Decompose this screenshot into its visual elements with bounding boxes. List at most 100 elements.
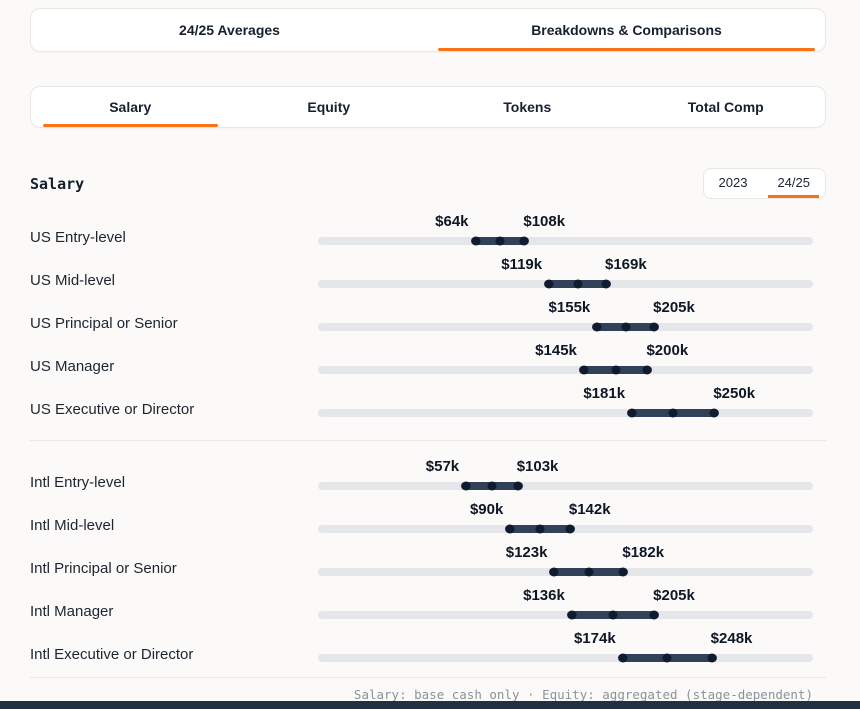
range-end-dot xyxy=(519,236,529,246)
salary-row: Intl Entry-level $57k $103k xyxy=(30,456,826,499)
range-start-dot xyxy=(549,567,559,577)
year-2023-label: 2023 xyxy=(718,175,748,190)
bar-range xyxy=(505,524,575,534)
min-value-label: $90k xyxy=(469,501,504,518)
tab-averages-label: 24/25 Averages xyxy=(179,22,280,38)
min-value-label: $123k xyxy=(505,544,548,561)
range-bar: $57k $103k xyxy=(318,456,813,499)
range-mid-dot xyxy=(668,408,678,418)
max-value-label: $248k xyxy=(710,630,753,647)
bar-range xyxy=(470,236,530,246)
year-2023-button[interactable]: 2023 xyxy=(704,169,763,198)
range-start-dot xyxy=(627,408,637,418)
min-value-label: $145k xyxy=(535,342,577,359)
row-label: Intl Entry-level xyxy=(30,474,126,491)
page-bottom-bar xyxy=(0,701,860,709)
tab-tokens[interactable]: Tokens xyxy=(428,87,627,127)
bar-range xyxy=(578,365,653,375)
row-label: Intl Executive or Director xyxy=(30,646,194,663)
row-label: US Entry-level xyxy=(30,229,126,246)
range-end-dot xyxy=(649,322,659,332)
range-bar: $119k $169k xyxy=(318,254,813,297)
max-value-label: $200k xyxy=(646,342,689,359)
min-value-label: $57k xyxy=(425,458,460,475)
min-value-label: $64k xyxy=(435,213,469,230)
range-start-dot xyxy=(567,610,577,620)
view-tabbar: 24/25 Averages Breakdowns & Comparisons xyxy=(30,8,826,52)
bar-track xyxy=(318,654,813,662)
range-end-dot xyxy=(709,408,719,418)
row-label: Intl Principal or Senior xyxy=(30,560,177,577)
tab-total-comp-label: Total Comp xyxy=(687,99,764,115)
tab-averages[interactable]: 24/25 Averages xyxy=(31,9,428,51)
active-year-underline xyxy=(768,195,819,198)
range-mid-dot xyxy=(584,567,594,577)
max-value-label: $169k xyxy=(604,256,647,273)
range-mid-dot xyxy=(662,653,672,663)
min-value-label: $181k xyxy=(583,385,626,402)
bar-range xyxy=(549,567,629,577)
max-value-label: $205k xyxy=(653,299,695,316)
salary-row: US Principal or Senior $155k $205k xyxy=(30,297,826,340)
year-2425-button[interactable]: 24/25 xyxy=(762,169,825,198)
year-toggle: 2023 24/25 xyxy=(702,168,826,199)
tab-equity[interactable]: Equity xyxy=(230,87,429,127)
max-value-label: $205k xyxy=(653,587,695,604)
range-bar: $145k $200k xyxy=(318,340,813,383)
salary-row: US Entry-level $64k $108k xyxy=(30,211,826,254)
tab-total-comp[interactable]: Total Comp xyxy=(627,87,826,127)
bar-range xyxy=(461,481,523,491)
bar-range xyxy=(544,279,611,289)
row-label: US Mid-level xyxy=(30,272,116,289)
tab-equity-label: Equity xyxy=(307,99,351,115)
range-bar: $155k $205k xyxy=(318,297,813,340)
salary-row: Intl Executive or Director $174k $248k xyxy=(30,628,826,671)
tab-breakdowns-comparisons[interactable]: Breakdowns & Comparisons xyxy=(428,9,825,51)
bar-range xyxy=(592,322,660,332)
max-value-label: $250k xyxy=(713,385,756,402)
footnote: Salary: base cash only · Equity: aggrega… xyxy=(30,677,826,702)
range-bar: $174k $248k xyxy=(318,628,813,671)
max-value-label: $103k xyxy=(516,458,559,475)
max-value-label: $182k xyxy=(622,544,665,561)
bar-track xyxy=(318,482,813,490)
range-mid-dot xyxy=(535,524,545,534)
bar-range xyxy=(566,610,660,620)
salary-row: US Mid-level $119k $169k xyxy=(30,254,826,297)
range-bar: $90k $142k xyxy=(318,499,813,542)
bar-range xyxy=(627,408,720,418)
salary-row: Intl Manager $136k $205k xyxy=(30,585,826,628)
range-mid-dot xyxy=(621,322,631,332)
salary-chart: US Entry-level $64k $108k US Mid-level $… xyxy=(30,211,826,671)
section-title: Salary xyxy=(30,174,85,193)
range-mid-dot xyxy=(487,481,497,491)
range-end-dot xyxy=(642,365,652,375)
range-end-dot xyxy=(565,524,575,534)
max-value-label: $108k xyxy=(523,213,566,230)
range-mid-dot xyxy=(611,365,621,375)
range-end-dot xyxy=(601,279,611,289)
min-value-label: $174k xyxy=(573,630,616,647)
section-header: Salary 2023 24/25 xyxy=(30,168,826,199)
year-2425-label: 24/25 xyxy=(777,175,810,190)
tab-tokens-label: Tokens xyxy=(503,99,552,115)
row-label: Intl Manager xyxy=(30,603,114,620)
range-start-dot xyxy=(592,322,602,332)
salary-row: US Executive or Director $181k $250k xyxy=(30,383,826,426)
range-mid-dot xyxy=(573,279,583,289)
bar-range xyxy=(617,653,717,663)
min-value-label: $155k xyxy=(548,299,591,316)
tab-salary[interactable]: Salary xyxy=(31,87,230,127)
active-tab-underline xyxy=(43,124,218,127)
range-end-dot xyxy=(618,567,628,577)
row-label: Intl Mid-level xyxy=(30,517,115,534)
bar-track xyxy=(318,611,813,619)
row-label: US Principal or Senior xyxy=(30,315,178,332)
range-mid-dot xyxy=(608,610,618,620)
bar-track xyxy=(318,323,813,331)
range-end-dot xyxy=(513,481,523,491)
range-bar: $181k $250k xyxy=(318,383,813,426)
salary-row: Intl Mid-level $90k $142k xyxy=(30,499,826,542)
